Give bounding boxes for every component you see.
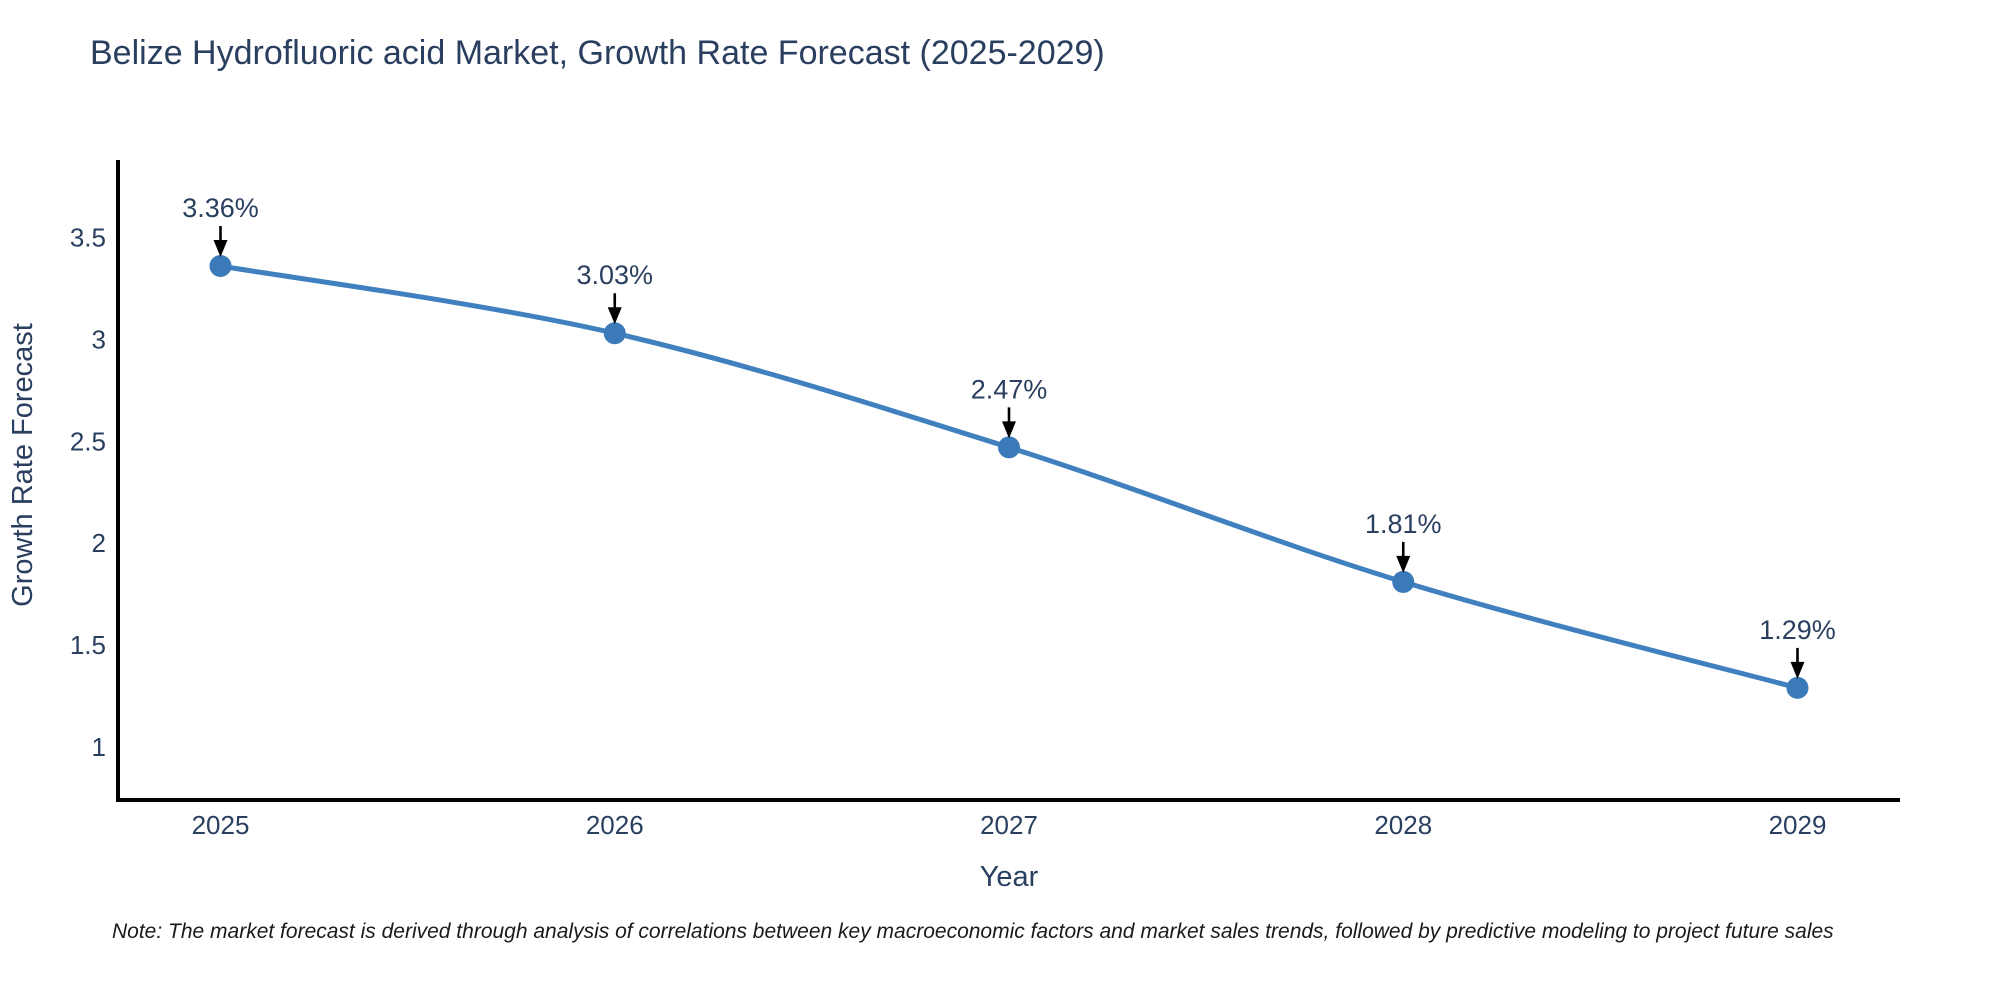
- x-tick-label-2027: 2027: [980, 810, 1038, 840]
- point-label-2025: 3.36%: [182, 193, 259, 223]
- trend-line: [218, 263, 1800, 691]
- annotation-arrowhead-2027: [1002, 421, 1016, 439]
- chart-title: Belize Hydrofluoric acid Market, Growth …: [90, 34, 1105, 72]
- point-label-2026: 3.03%: [576, 260, 653, 290]
- y-tick-label-3: 3: [92, 324, 106, 354]
- point-label-2027: 2.47%: [971, 374, 1048, 404]
- annotation-arrowhead-2028: [1396, 555, 1411, 573]
- y-tick-label-3.5: 3.5: [70, 222, 106, 252]
- x-axis-title: Year: [980, 861, 1039, 893]
- point-label-2029: 1.29%: [1759, 615, 1836, 645]
- data-point-marker-2029: [1786, 676, 1809, 699]
- y-tick-label-2.5: 2.5: [70, 426, 106, 456]
- y-tick-label-2: 2: [92, 528, 106, 558]
- y-axis-title: Growth Rate Forecast: [7, 323, 39, 607]
- x-tick-label-2025: 2025: [192, 810, 250, 840]
- x-tick-label-2026: 2026: [586, 810, 644, 840]
- annotation-arrowhead-2025: [213, 239, 228, 257]
- x-tick-label-2028: 2028: [1374, 810, 1432, 840]
- data-point-marker-2028: [1392, 570, 1415, 593]
- y-tick-label-1.5: 1.5: [70, 630, 106, 660]
- y-tick-label-1: 1: [92, 732, 106, 762]
- x-tick-label-2029: 2029: [1769, 810, 1827, 840]
- point-label-2028: 1.81%: [1365, 509, 1442, 539]
- annotation-arrowhead-2026: [607, 307, 622, 325]
- data-point-marker-2027: [998, 436, 1020, 459]
- annotation-arrowhead-2029: [1790, 661, 1805, 679]
- data-point-marker-2026: [603, 322, 626, 345]
- footnote: Note: The market forecast is derived thr…: [112, 920, 1834, 943]
- data-point-marker-2025: [209, 254, 232, 277]
